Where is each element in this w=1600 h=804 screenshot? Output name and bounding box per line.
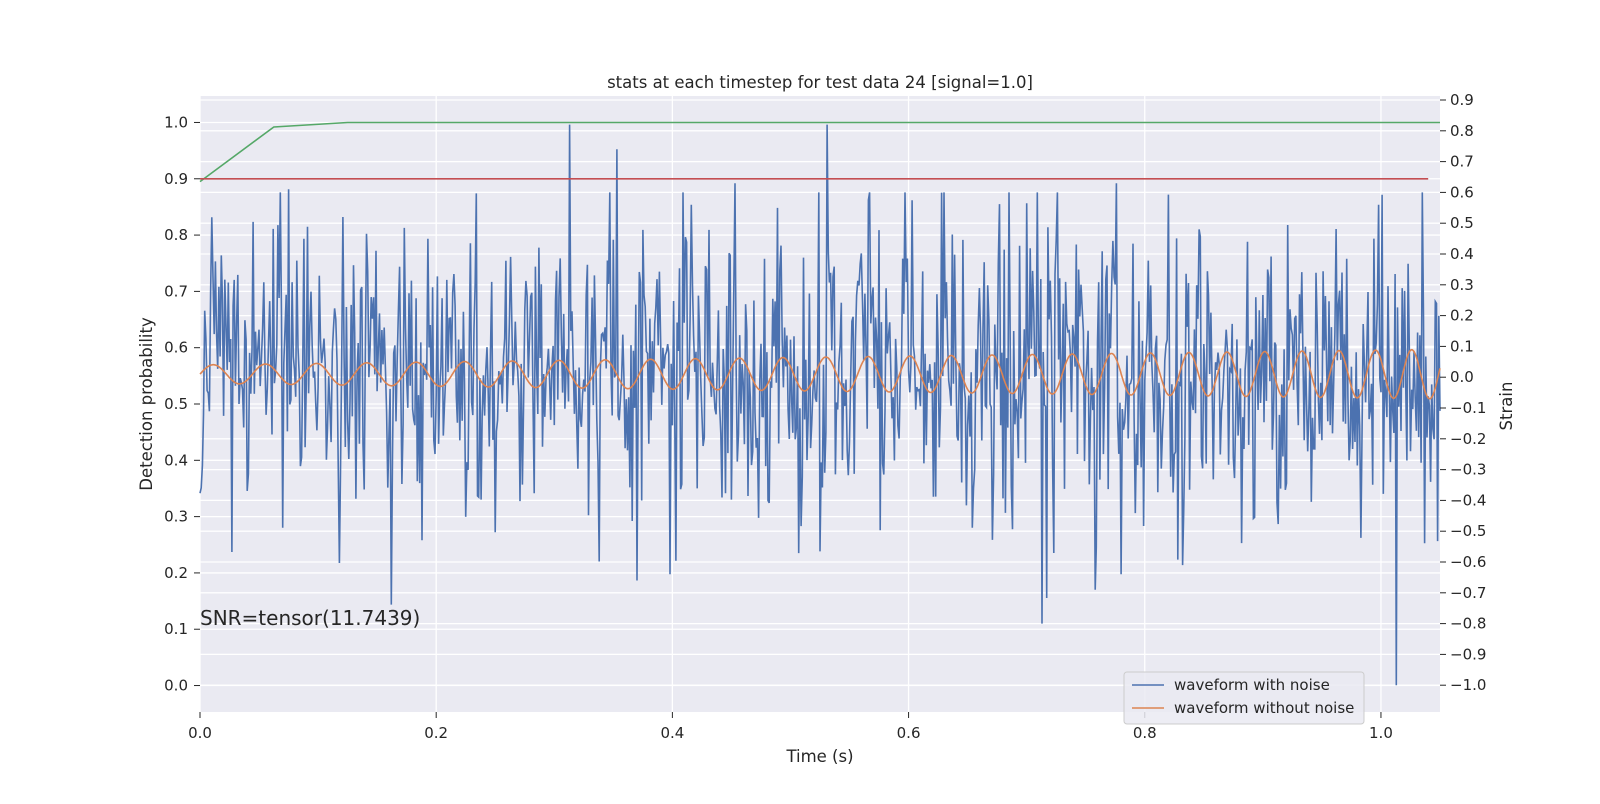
x-tick-label: 0.4: [660, 724, 684, 742]
y2-tick-label: 0.5: [1450, 214, 1474, 232]
y2-tick-label: 0.1: [1450, 337, 1474, 355]
y-tick-label: 0.1: [164, 620, 188, 638]
y-tick-label: 0.7: [164, 282, 188, 300]
x-tick-label: 0.6: [897, 724, 921, 742]
y2-tick-label: 0.4: [1450, 245, 1474, 263]
y-tick-label: 0.6: [164, 339, 188, 357]
x-tick-label: 1.0: [1369, 724, 1393, 742]
y2-tick-label: 0.9: [1450, 91, 1474, 109]
y2-tick-label: 0.8: [1450, 122, 1474, 140]
chart-title: stats at each timestep for test data 24 …: [607, 73, 1033, 92]
y2-tick-label: 0.2: [1450, 307, 1474, 325]
y-tick-label: 0.9: [164, 170, 188, 188]
x-tick-label: 0.2: [424, 724, 448, 742]
x-axis-label: Time (s): [785, 747, 853, 766]
y2-tick-label: −0.3: [1450, 461, 1486, 479]
y-tick-label: 0.4: [164, 451, 188, 469]
y2-tick-label: 0.0: [1450, 368, 1474, 386]
y-tick-label: 0.3: [164, 508, 188, 526]
y2-tick-label: −0.6: [1450, 553, 1486, 571]
y2-tick-label: −0.4: [1450, 491, 1486, 509]
x-tick-label: 0.8: [1133, 724, 1157, 742]
y2-tick-label: 0.3: [1450, 276, 1474, 294]
y2-tick-label: −0.2: [1450, 430, 1486, 448]
x-axis-ticks: 0.0 0.2 0.4 0.6 0.8 1.0: [188, 712, 1393, 742]
y2-tick-label: 0.7: [1450, 153, 1474, 171]
y2-tick-label: −0.1: [1450, 399, 1486, 417]
y-tick-label: 0.2: [164, 564, 188, 582]
y2-tick-label: −1.0: [1450, 676, 1486, 694]
detection-probability-line: [199, 121, 1440, 183]
legend-label-waveform-without-noise: waveform without noise: [1174, 699, 1354, 717]
y2-tick-label: −0.8: [1450, 615, 1486, 633]
right-y-axis-ticks: −1.0 −0.9 −0.8 −0.7 −0.6 −0.5 −0.4 −0.3 −0.2 −0.1…: [1440, 91, 1486, 694]
left-y-axis-ticks: 0.0 0.1 0.2 0.3 0.4 0.5 0.6 0.7 0.8 0.9 1.0: [164, 113, 200, 695]
y2-tick-label: −0.7: [1450, 584, 1486, 602]
y-tick-label: 1.0: [164, 113, 188, 131]
legend-label-waveform-with-noise: waveform with noise: [1174, 676, 1330, 694]
y-tick-label: 0.5: [164, 395, 188, 413]
legend: waveform with noise waveform without noi…: [1123, 671, 1365, 725]
y2-tick-label: −0.9: [1450, 645, 1486, 663]
series-layer: [199, 121, 1441, 686]
legend-box: [1123, 671, 1365, 725]
y-axis-label: Detection probability: [137, 317, 156, 491]
waveform-with-noise-line: [199, 124, 1441, 686]
y-tick-label: 0.0: [164, 677, 188, 695]
y2-tick-label: 0.6: [1450, 183, 1474, 201]
y2-tick-label: −0.5: [1450, 522, 1486, 540]
y2-axis-label: Strain: [1497, 382, 1516, 431]
snr-annotation: SNR=tensor(11.7439): [200, 606, 420, 630]
y-tick-label: 0.8: [164, 226, 188, 244]
x-tick-label: 0.0: [188, 724, 212, 742]
waveform-without-noise-line: [199, 348, 1441, 400]
